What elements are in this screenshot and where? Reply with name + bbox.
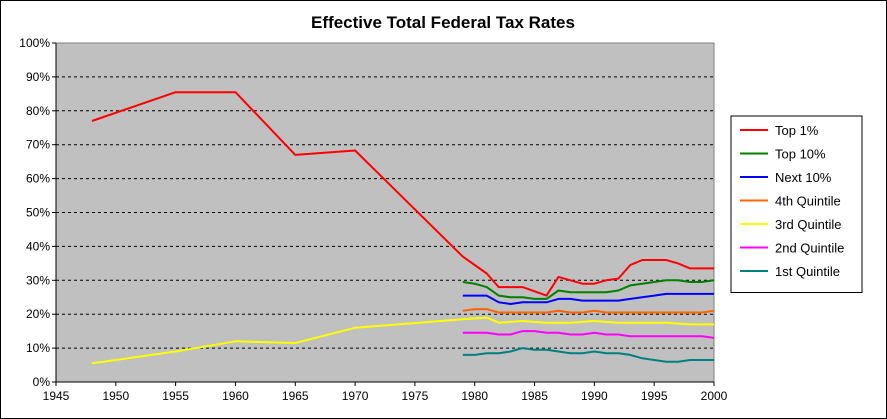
y-tick-label: 0% <box>33 375 51 389</box>
y-tick-label: 40% <box>26 239 50 253</box>
y-tick-label: 100% <box>19 36 50 50</box>
y-tick-label: 10% <box>26 341 50 355</box>
axes: 0% 10% 20% 30% 40% 50% 60% 70% 80% 90% 100% 1945 195… <box>19 36 727 403</box>
x-tick-label: 1995 <box>641 389 668 403</box>
series-line-2 <box>462 292 714 305</box>
x-tick-label: 1950 <box>102 389 129 403</box>
legend-label: Top 10% <box>775 147 826 162</box>
legend-label: Top 1% <box>775 123 819 138</box>
x-tick-label: 1955 <box>162 389 189 403</box>
y-tick-label: 50% <box>26 206 50 220</box>
legend: Top 1% Top 10% Next 10% 4th Quintile 3rd Qui… <box>730 115 863 293</box>
x-tick-label: 1945 <box>43 389 70 403</box>
y-tick-label: 90% <box>26 70 50 84</box>
y-tick-label: 70% <box>26 138 50 152</box>
legend-label: 3rd Quintile <box>775 217 841 232</box>
x-tick-label: 1990 <box>581 389 608 403</box>
legend-label: 4th Quintile <box>775 194 841 209</box>
legend-label: 2nd Quintile <box>775 241 844 256</box>
x-tick-label: 1970 <box>342 389 369 403</box>
series-line-3 <box>462 308 715 314</box>
series-line-6 <box>462 347 714 363</box>
series-line-4 <box>91 316 714 365</box>
gridlines <box>56 76 714 349</box>
y-tick-label: 20% <box>26 307 50 321</box>
legend-label: 1st Quintile <box>775 264 840 279</box>
legend-label: Next 10% <box>775 170 832 185</box>
x-tick-label: 1985 <box>521 389 548 403</box>
chart-title: Effective Total Federal Tax Rates <box>311 13 575 32</box>
series-lines <box>91 91 715 365</box>
y-tick-label: 80% <box>26 104 50 118</box>
series-line-0 <box>91 91 714 297</box>
y-tick-label: 30% <box>26 273 50 287</box>
series-line-5 <box>462 330 715 339</box>
x-tick-label: 1975 <box>402 389 429 403</box>
series-line-1 <box>462 279 715 300</box>
x-tick-label: 1980 <box>461 389 488 403</box>
x-tick-label: 1965 <box>282 389 309 403</box>
y-tick-label: 60% <box>26 172 50 186</box>
x-tick-label: 1960 <box>222 389 249 403</box>
x-tick-label: 2000 <box>701 389 728 403</box>
legend-box <box>730 115 863 293</box>
